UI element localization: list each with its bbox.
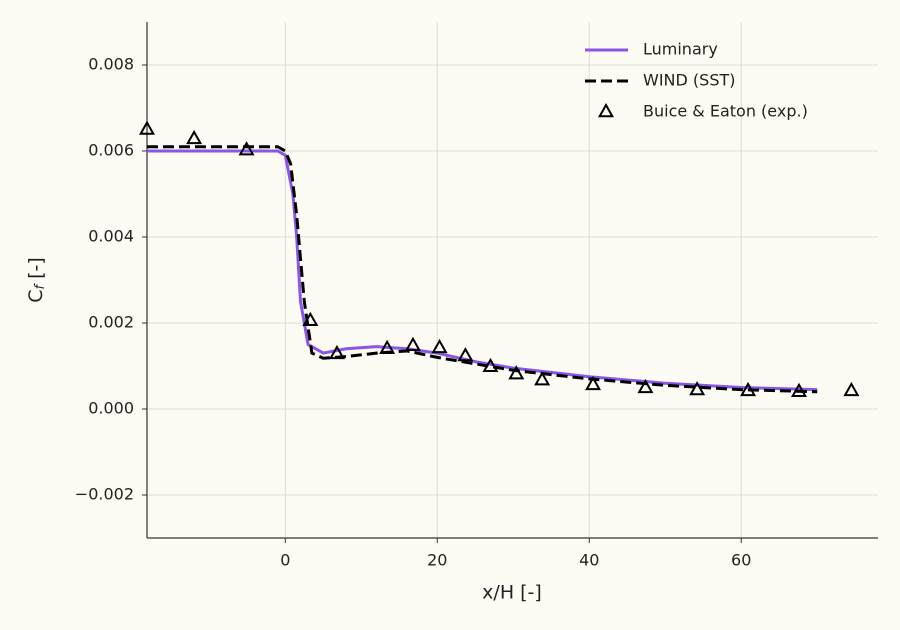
legend-label: WIND (SST)	[643, 71, 735, 90]
data-point	[790, 382, 807, 397]
data-point	[457, 347, 474, 362]
y-label-main: C	[25, 290, 47, 303]
data-point	[534, 371, 551, 386]
data-point	[740, 381, 757, 397]
x-tick-label: 60	[731, 551, 751, 570]
x-axis-label: x/H [-]	[482, 582, 542, 604]
legend-swatch	[597, 102, 615, 118]
y-axis-label: Cf [-]	[25, 257, 48, 303]
data-point	[482, 357, 499, 373]
data-point	[186, 129, 203, 145]
data-point	[404, 336, 421, 351]
legend-label: Luminary	[643, 40, 718, 59]
data-point	[302, 311, 319, 327]
series-line	[147, 149, 818, 392]
data-point	[637, 378, 654, 394]
data-point	[328, 344, 345, 360]
data-point	[431, 338, 448, 354]
y-tick-label: 0.000	[88, 399, 134, 418]
data-point	[379, 339, 396, 354]
y-tick-label: 0.004	[88, 227, 134, 246]
data-point	[689, 381, 706, 396]
data-point	[238, 141, 255, 156]
data-point	[508, 365, 525, 380]
y-tick-label: 0.002	[88, 313, 134, 332]
x-tick-label: 0	[280, 551, 290, 570]
y-label-unit: [-]	[25, 257, 47, 285]
y-tick-label: −0.002	[75, 485, 134, 504]
x-tick-label: 20	[427, 551, 447, 570]
data-point	[585, 375, 602, 391]
y-tick-label: 0.008	[88, 55, 134, 74]
series-line	[147, 145, 818, 394]
y-label-sub: f	[33, 283, 48, 290]
x-tick-label: 40	[579, 551, 599, 570]
legend-label: Buice & Eaton (exp.)	[643, 102, 808, 121]
data-point	[138, 120, 156, 135]
y-tick-label: 0.006	[88, 141, 134, 160]
data-point	[843, 381, 860, 397]
